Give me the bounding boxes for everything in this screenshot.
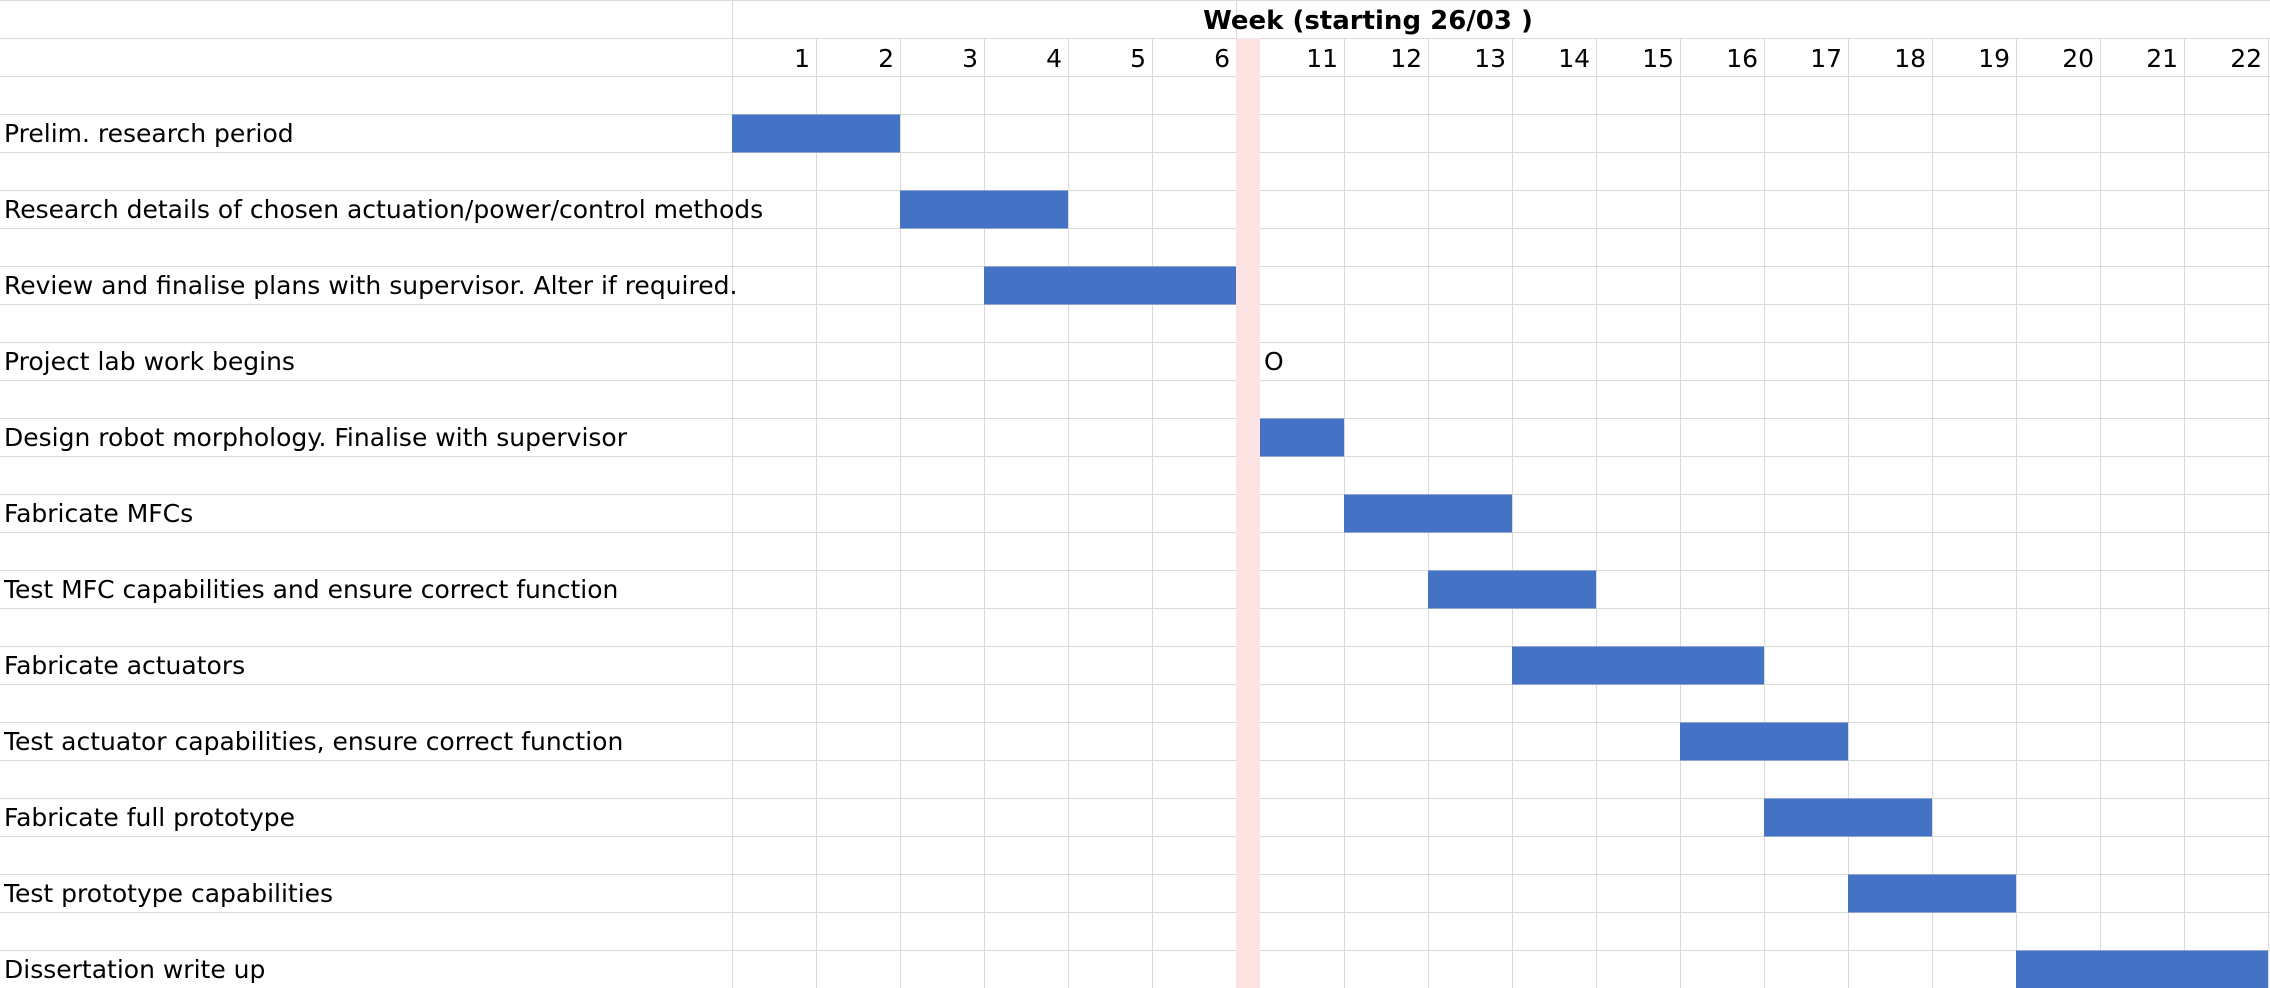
task-bar: [1428, 570, 1596, 609]
task-label: Research details of chosen actuation/pow…: [4, 195, 763, 224]
task-bar: [1344, 494, 1512, 533]
week-tick-label: 11: [1306, 44, 1338, 73]
week-tick-label: 20: [2062, 44, 2094, 73]
week-gap-band-layer: [1236, 38, 1260, 988]
week-tick-label: 14: [1558, 44, 1590, 73]
task-bar: [900, 190, 1068, 229]
week-tick-label: 21: [2146, 44, 2178, 73]
week-tick-label: 22: [2230, 44, 2262, 73]
task-bar: [984, 266, 1236, 305]
chart-text: Week (starting 26/03 ) 1 2 3 4 5 6 11 12 13 14 15 1…: [3, 6, 2262, 984]
task-label: Prelim. research period: [4, 119, 294, 148]
task-label: Test prototype capabilities: [3, 879, 333, 908]
task-label: Design robot morphology. Finalise with s…: [4, 423, 628, 452]
task-bar: [1512, 646, 1764, 685]
task-bar: [1680, 722, 1848, 761]
task-bar: [1764, 798, 1932, 837]
week-tick-label: 1: [794, 44, 810, 73]
task-label: Test MFC capabilities and ensure correct…: [3, 575, 618, 604]
task-label: Fabricate actuators: [4, 651, 245, 680]
task-label: Dissertation write up: [4, 955, 265, 984]
task-bars: [732, 114, 2268, 988]
task-label: Fabricate full prototype: [4, 803, 295, 832]
week-tick-label: 16: [1726, 44, 1758, 73]
week-tick-label: 13: [1474, 44, 1506, 73]
task-label: Review and finalise plans with superviso…: [4, 271, 737, 300]
task-bar: [2016, 950, 2268, 988]
task-label: Test actuator capabilities, ensure corre…: [3, 727, 623, 756]
task-bar: [1260, 418, 1344, 457]
week-tick-label: 18: [1894, 44, 1926, 73]
week-tick-label: 19: [1978, 44, 2010, 73]
task-label: Project lab work begins: [4, 347, 295, 376]
week-tick-label: 6: [1214, 44, 1230, 73]
task-bar: [1848, 874, 2016, 913]
task-label: Fabricate MFCs: [4, 499, 193, 528]
week-tick-label: 15: [1642, 44, 1674, 73]
task-bar: [732, 114, 900, 153]
milestone-marker: O: [1264, 347, 1284, 376]
week-tick-label: 4: [1046, 44, 1062, 73]
week-gap-band: [1236, 38, 1260, 988]
week-tick-label: 2: [878, 44, 894, 73]
week-tick-label: 17: [1810, 44, 1842, 73]
week-tick-label: 5: [1130, 44, 1146, 73]
week-tick-label: 3: [962, 44, 978, 73]
week-tick-label: 12: [1390, 44, 1422, 73]
header-title: Week (starting 26/03 ): [1203, 6, 1533, 36]
